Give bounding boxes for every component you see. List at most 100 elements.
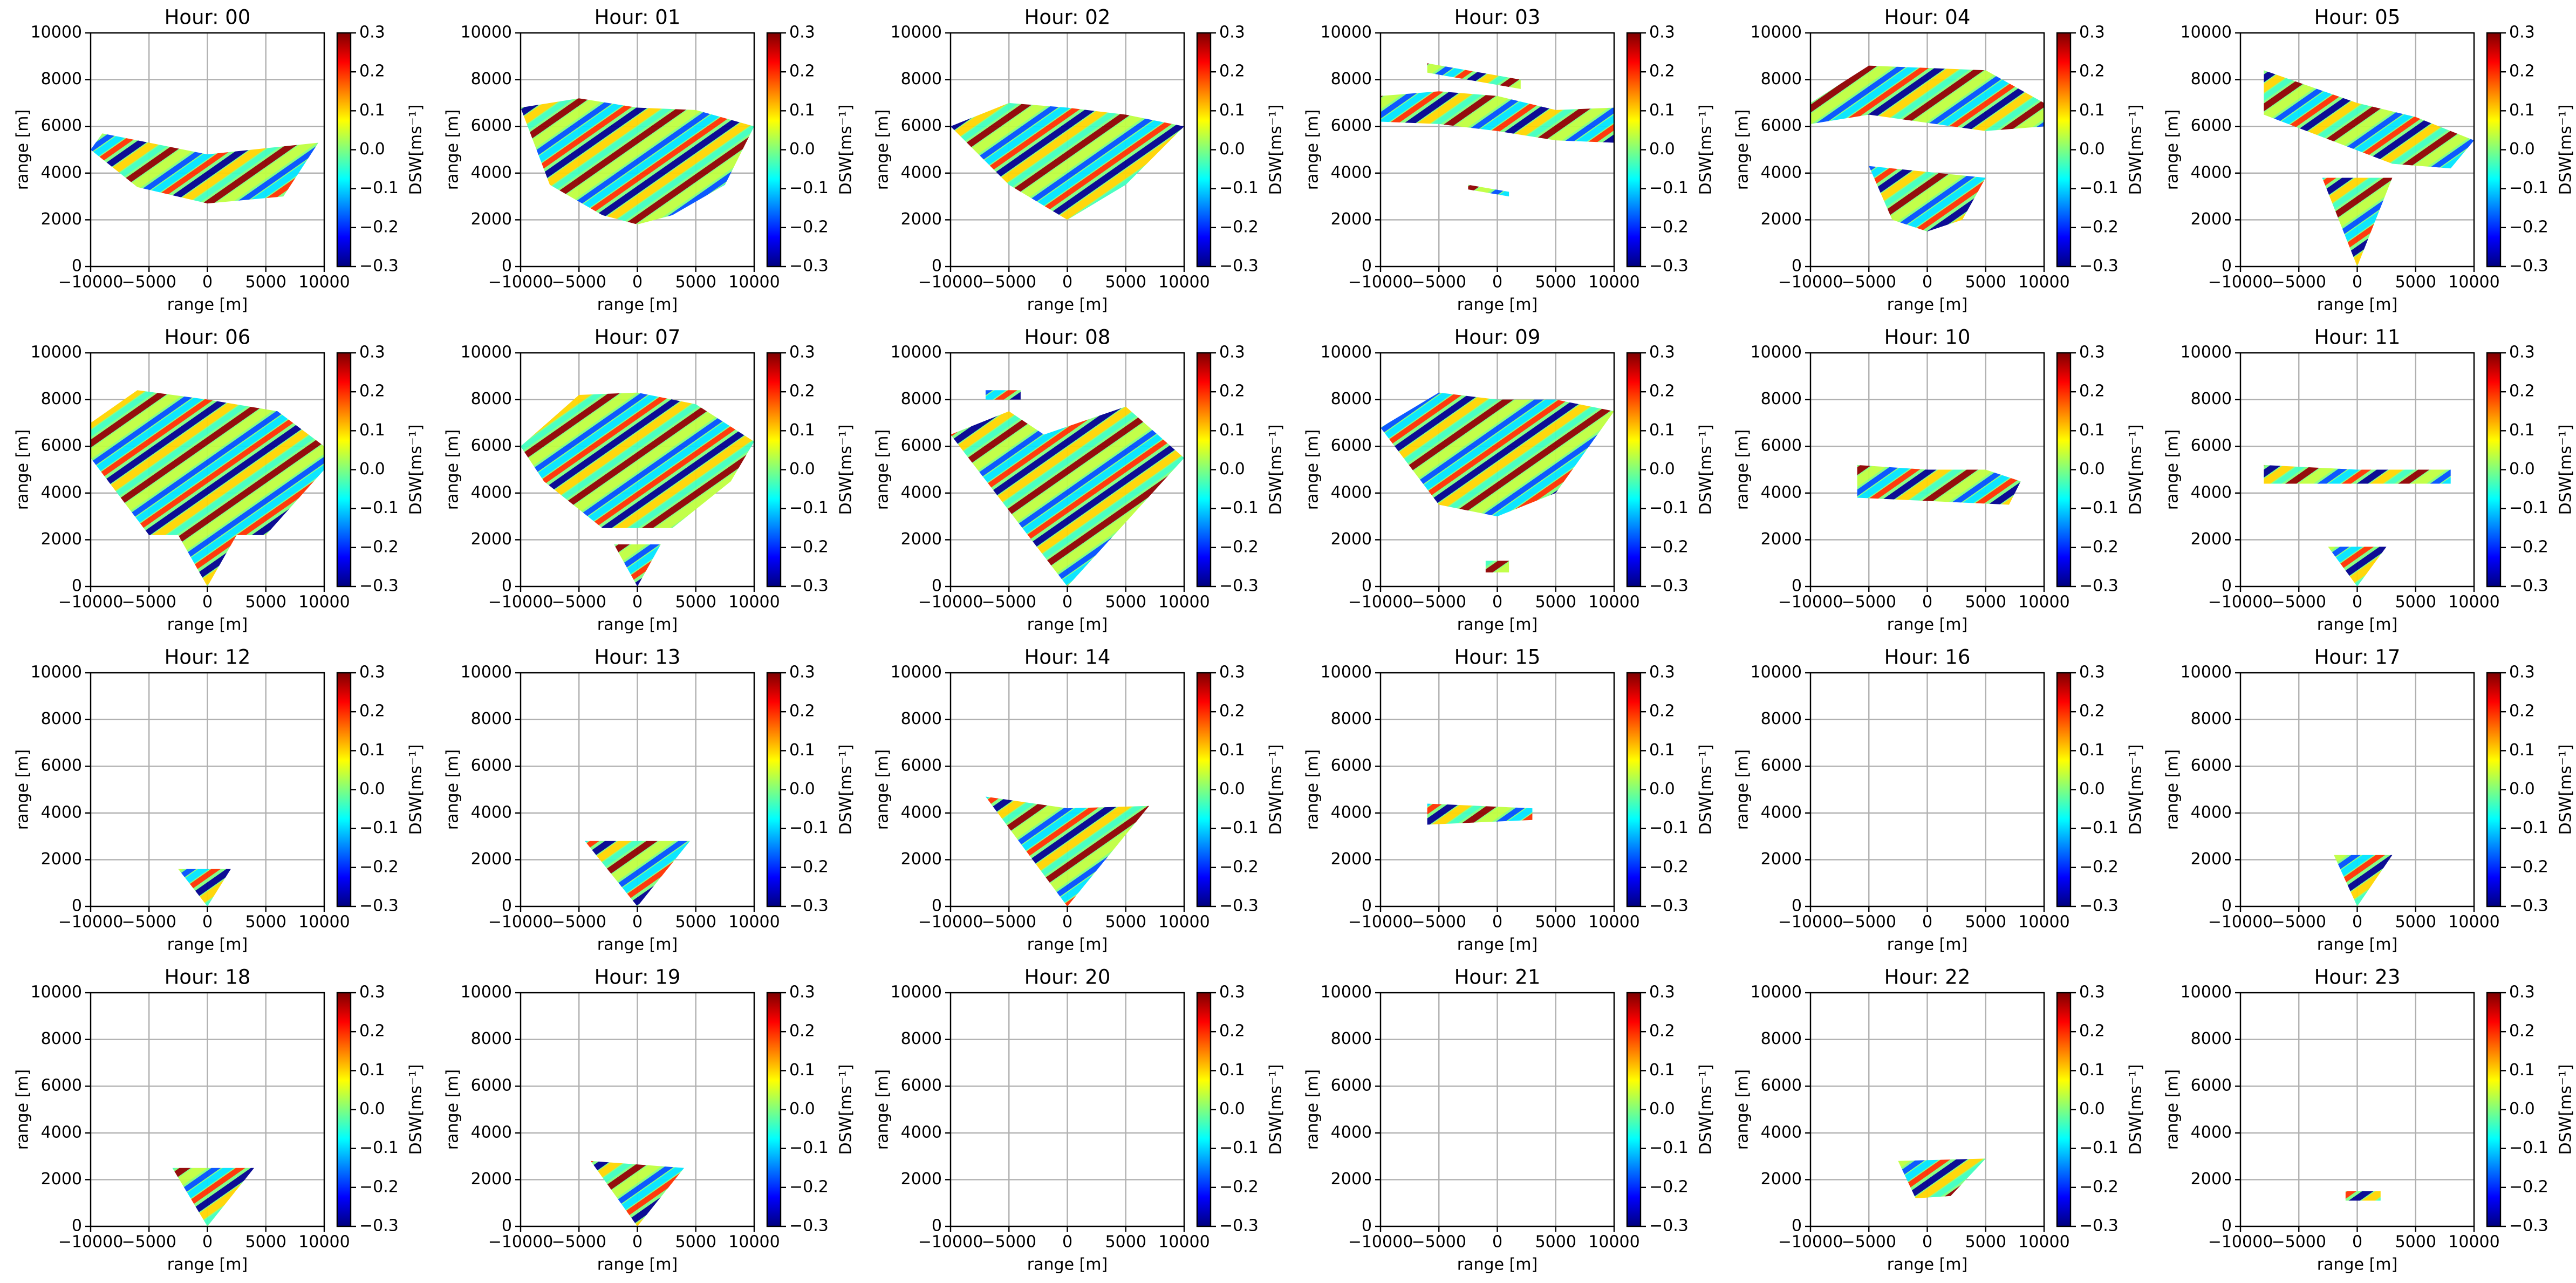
y-tick-label: 0 (2222, 897, 2232, 916)
colorbar-label: DSW[ms⁻¹] (1697, 105, 1716, 195)
data-region (585, 841, 690, 906)
y-axis-label: range [m] (1303, 429, 1322, 510)
x-axis-label: range [m] (597, 296, 678, 315)
colorbar-label: DSW[ms⁻¹] (837, 105, 856, 195)
panel-title: Hour: 03 (1454, 6, 1541, 29)
y-tick-label: 6000 (901, 117, 942, 135)
colorbar-tick-label: −0.1 (2509, 818, 2548, 837)
y-tick-label: 2000 (41, 850, 82, 869)
y-tick-label: 2000 (2191, 530, 2232, 549)
x-tick-label: 5000 (1535, 913, 1576, 932)
x-axis-label: range [m] (1027, 936, 1108, 954)
data-region (985, 796, 1150, 906)
colorbar-tick-label: 0.1 (2509, 101, 2535, 120)
colorbar-tick-label: −0.3 (2079, 897, 2119, 916)
panel: −10000−5000 0 5000 10000 0 2000 4000 6000 8000 10… (1303, 966, 1716, 1274)
x-tick-label: 5000 (1965, 273, 2006, 292)
data-region (951, 406, 1184, 586)
x-tick-label: −10000 (1348, 273, 1413, 292)
colorbar-tick-label: −0.3 (359, 1217, 399, 1236)
y-tick-label: 4000 (41, 1123, 82, 1142)
colorbar-tick-label: −0.3 (2509, 577, 2548, 596)
y-tick-label: 6000 (2191, 1076, 2232, 1095)
plot-content (1810, 65, 2044, 232)
x-tick-label: 0 (632, 593, 643, 612)
panel-title: Hour: 06 (165, 326, 251, 349)
x-tick-label: 0 (2352, 273, 2362, 292)
colorbar-label: DSW[ms⁻¹] (407, 105, 426, 195)
colorbar-tick-label: 0.0 (359, 460, 385, 479)
colorbar (1627, 33, 1641, 267)
data-region (1468, 185, 1509, 197)
x-axis-label: range [m] (1887, 936, 1967, 954)
plot-content (951, 103, 1184, 220)
data-region (1381, 91, 1614, 143)
x-tick-label: 5000 (245, 913, 286, 932)
x-tick-label: 5000 (675, 593, 716, 612)
x-tick-label: 10000 (298, 913, 350, 932)
y-tick-label: 10000 (1321, 983, 1372, 1002)
y-tick-label: 0 (72, 257, 82, 276)
y-tick-label: 2000 (471, 210, 512, 229)
y-tick-label: 0 (2222, 1217, 2232, 1236)
y-tick-label: 2000 (471, 850, 512, 869)
x-tick-label: −10000 (58, 1233, 124, 1252)
colorbar-tick-label: −0.1 (1649, 179, 1689, 197)
panel: −10000−5000 0 5000 10000 0 2000 4000 6000 8000 10… (873, 966, 1286, 1274)
colorbar-tick-label: 0.2 (1649, 382, 1675, 401)
colorbar (2057, 353, 2071, 586)
colorbar-tick-label: 0.3 (1649, 663, 1675, 682)
y-tick-label: 2000 (901, 850, 942, 869)
data-region (2328, 547, 2387, 586)
colorbar-tick-label: −0.3 (1649, 577, 1689, 596)
colorbar-tick-label: −0.1 (1219, 179, 1259, 197)
y-tick-label: 6000 (41, 117, 82, 135)
colorbar-tick-label: 0.0 (359, 140, 385, 159)
data-region (1810, 65, 2044, 131)
data-region (614, 544, 661, 586)
colorbar-tick-label: −0.3 (1649, 257, 1689, 276)
y-tick-label: 10000 (2181, 663, 2232, 682)
y-axis-label: range [m] (1733, 110, 1752, 190)
colorbar-tick-label: 0.2 (1219, 1022, 1245, 1041)
x-tick-label: 5000 (1105, 1233, 1146, 1252)
y-tick-label: 10000 (2181, 983, 2232, 1002)
y-tick-label: 8000 (901, 70, 942, 88)
panel: −10000−5000 0 5000 10000 0 2000 4000 6000 8000 10… (13, 966, 426, 1274)
colorbar-tick-label: 0.3 (359, 343, 385, 362)
x-tick-label: 10000 (298, 1233, 350, 1252)
y-tick-label: 0 (1792, 897, 1802, 916)
colorbar-tick-label: −0.2 (789, 1177, 829, 1196)
panel-title: Hour: 08 (1024, 326, 1111, 349)
y-tick-label: 2000 (41, 1170, 82, 1189)
y-tick-label: 4000 (1331, 803, 1372, 822)
colorbar-tick-label: 0.0 (1649, 460, 1675, 479)
x-tick-label: −10000 (918, 273, 983, 292)
y-axis-label: range [m] (1303, 110, 1322, 190)
colorbar-tick-label: −0.3 (2509, 1217, 2548, 1236)
x-axis-label: range [m] (167, 936, 248, 954)
colorbar-tick-label: 0.1 (1649, 1061, 1675, 1080)
x-axis-label: range [m] (1027, 616, 1108, 634)
colorbar-tick-label: −0.3 (359, 257, 399, 276)
colorbar-tick-label: −0.2 (2509, 217, 2548, 236)
y-tick-label: 0 (1362, 257, 1372, 276)
x-tick-label: 10000 (2018, 273, 2069, 292)
colorbar-tick-label: 0.2 (2509, 702, 2535, 721)
y-axis-label: range [m] (443, 110, 462, 190)
x-tick-label: 10000 (1158, 273, 1210, 292)
y-tick-label: 2000 (41, 530, 82, 549)
colorbar (1197, 33, 1211, 267)
y-tick-label: 8000 (901, 390, 942, 408)
x-axis-label: range [m] (597, 616, 678, 634)
data-region (2345, 1191, 2381, 1201)
colorbar-tick-label: 0.0 (1219, 780, 1245, 799)
y-tick-label: 6000 (1331, 436, 1372, 455)
axes-frame (2239, 352, 2475, 588)
plot-content (91, 133, 319, 204)
x-tick-label: −10000 (488, 1233, 554, 1252)
y-tick-label: 2000 (2191, 1170, 2232, 1189)
x-tick-label: 0 (1922, 593, 1932, 612)
colorbar-tick-label: 0.2 (2079, 62, 2105, 81)
colorbar-tick-label: −0.2 (1219, 1177, 1259, 1196)
